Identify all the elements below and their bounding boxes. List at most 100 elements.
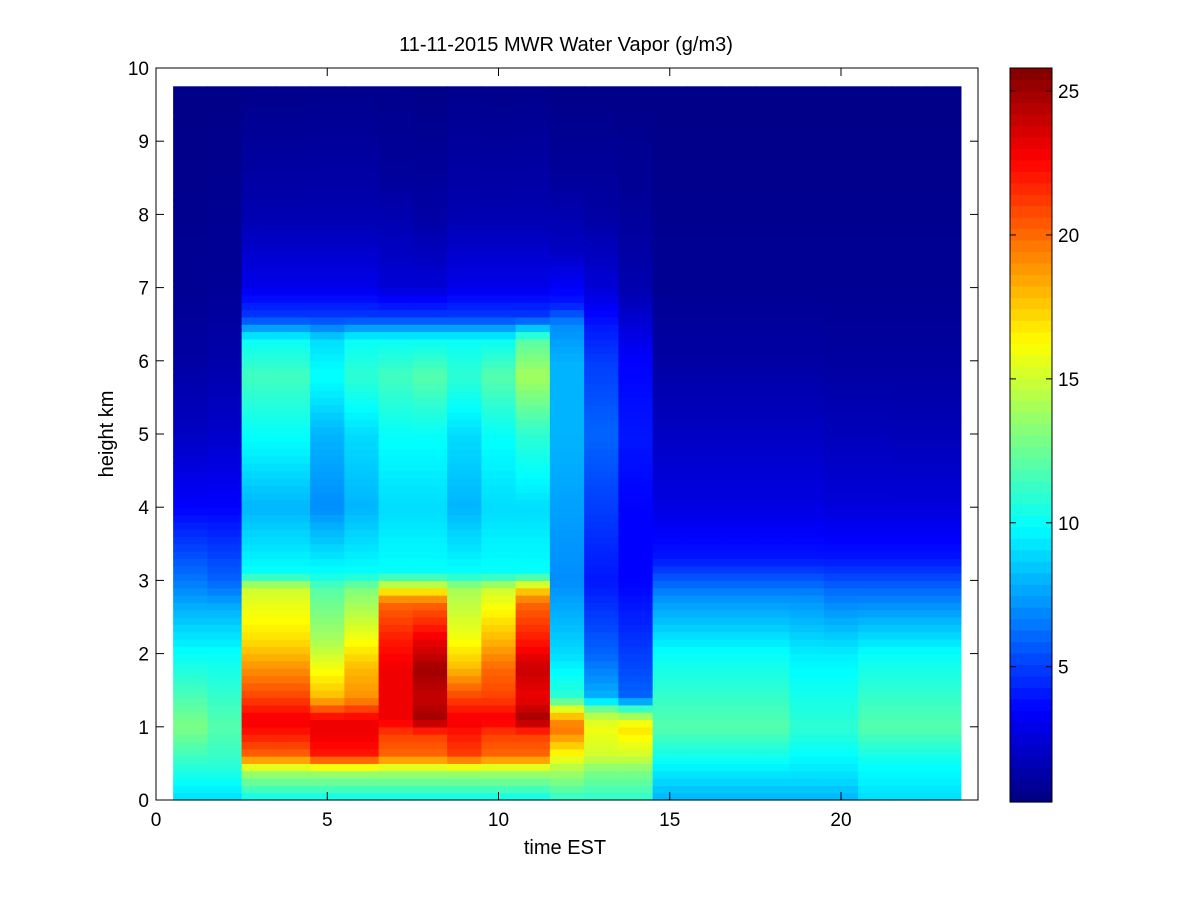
heatmap-cell [481, 565, 517, 574]
heatmap-cell [721, 192, 756, 201]
heatmap-cell [447, 133, 482, 142]
heatmap-cell [789, 748, 825, 757]
heatmap-cell [858, 434, 893, 442]
heatmap-cell [412, 119, 448, 128]
heatmap-cell [892, 521, 928, 530]
heatmap-cell [344, 536, 380, 545]
heatmap-cell [344, 375, 380, 384]
heatmap-cell [652, 214, 688, 223]
heatmap-cell [584, 382, 619, 391]
x-tick-label: 20 [830, 810, 851, 831]
colorbar-segment [1010, 113, 1052, 126]
heatmap-cell [515, 155, 551, 164]
heatmap-cell [378, 602, 414, 611]
heatmap-cell [823, 624, 859, 633]
heatmap-cell [481, 580, 517, 589]
heatmap-cell [652, 697, 688, 706]
heatmap-cell [241, 785, 277, 794]
heatmap-cell [823, 653, 859, 662]
heatmap-cell [549, 434, 585, 442]
heatmap-cell [652, 221, 688, 230]
heatmap-cell [549, 280, 585, 289]
heatmap-cell [344, 133, 380, 142]
heatmap-cell [652, 470, 688, 479]
heatmap-cell [686, 726, 722, 735]
heatmap-cell [515, 287, 551, 296]
heatmap-cell [481, 558, 517, 567]
colorbar-segment [1010, 125, 1052, 138]
heatmap-cell [618, 595, 654, 603]
heatmap-cell [721, 573, 756, 581]
heatmap-cell [823, 470, 859, 479]
heatmap-cell [721, 280, 756, 289]
heatmap-cell [173, 565, 208, 574]
heatmap-cell [789, 587, 825, 596]
heatmap-cell [823, 441, 859, 450]
heatmap-cell [584, 763, 619, 772]
heatmap-cell [892, 170, 928, 179]
heatmap-cell [892, 587, 928, 596]
heatmap-cell [823, 324, 859, 333]
colorbar-segment [1010, 538, 1052, 551]
heatmap-cell [926, 499, 962, 508]
heatmap-cell [173, 485, 208, 494]
heatmap-cell [892, 697, 928, 706]
heatmap-cell [858, 770, 893, 779]
heatmap-cell [721, 353, 756, 362]
heatmap-cell [173, 316, 208, 325]
heatmap-cell [310, 602, 345, 611]
heatmap-cell [344, 236, 380, 245]
heatmap-cell [721, 368, 756, 377]
heatmap-cell [618, 770, 654, 779]
heatmap-cell [686, 551, 722, 560]
heatmap-cell [207, 551, 243, 560]
heatmap-cell [823, 609, 859, 618]
heatmap-cell [858, 565, 893, 574]
heatmap-cell [549, 229, 585, 237]
heatmap-cell [412, 646, 448, 655]
heatmap-cell [584, 660, 619, 669]
heatmap-cell [515, 382, 551, 391]
heatmap-cell [515, 294, 551, 303]
heatmap-cell [481, 463, 517, 472]
heatmap-cell [686, 360, 722, 369]
heatmap-cell [686, 477, 722, 486]
heatmap-cell [892, 595, 928, 603]
heatmap-cell [789, 470, 825, 479]
heatmap-cell [207, 251, 243, 259]
heatmap-cell [275, 294, 311, 303]
heatmap-cell [892, 243, 928, 252]
heatmap-cell [173, 697, 208, 706]
heatmap-cell [515, 719, 551, 728]
heatmap-cell [515, 221, 551, 230]
heatmap-cell [241, 638, 277, 647]
heatmap-cell [378, 207, 414, 215]
heatmap-cell [378, 280, 414, 289]
heatmap-cell [892, 236, 928, 245]
heatmap-cell [858, 280, 893, 289]
heatmap-cell [926, 448, 962, 457]
heatmap-cell [241, 141, 277, 150]
heatmap-cell [412, 551, 448, 560]
heatmap-cell [686, 434, 722, 442]
heatmap-cell [481, 236, 517, 245]
heatmap-cell [173, 748, 208, 757]
heatmap-cell [892, 778, 928, 786]
heatmap-cell [344, 558, 380, 567]
heatmap-cell [173, 690, 208, 699]
heatmap-cell [652, 229, 688, 237]
heatmap-cell [618, 477, 654, 486]
heatmap-cell [892, 280, 928, 289]
heatmap-cell [515, 126, 551, 135]
heatmap-cell [721, 287, 756, 296]
heatmap-cell [173, 309, 208, 318]
heatmap-cell [173, 265, 208, 274]
heatmap-cell [275, 434, 311, 442]
heatmap-cell [310, 682, 345, 691]
heatmap-cell [447, 331, 482, 340]
heatmap-cell [447, 441, 482, 450]
heatmap-cell [926, 170, 962, 179]
heatmap-cell [926, 748, 962, 757]
heatmap-cell [755, 229, 791, 237]
